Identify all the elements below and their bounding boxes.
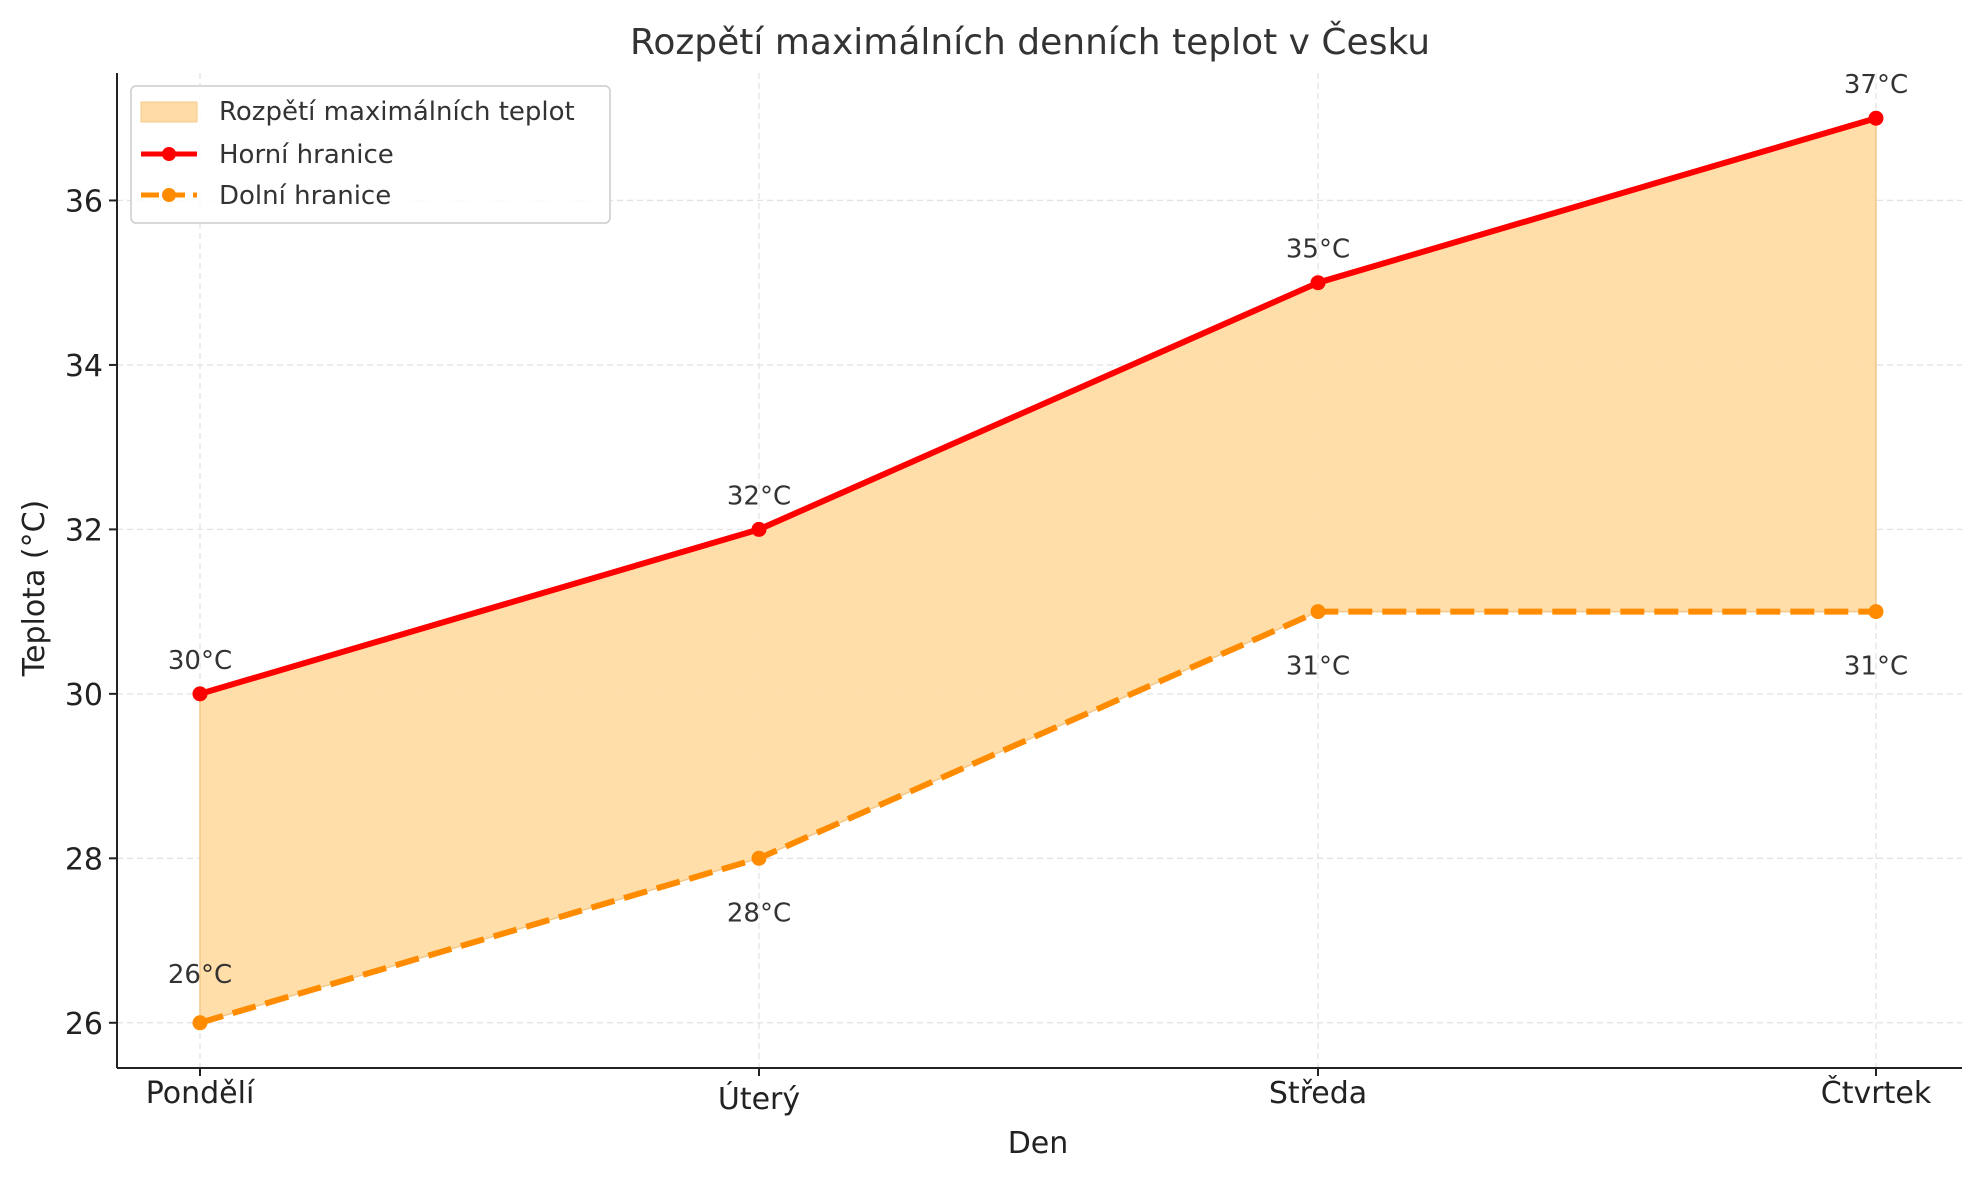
y-tick-label: 28 <box>65 842 103 877</box>
legend-marker-upper <box>162 147 176 161</box>
data-label-lower: 26°C <box>168 960 232 990</box>
x-tick-label: Úterý <box>718 1080 800 1117</box>
legend-swatch-range <box>140 101 198 123</box>
legend-label-upper: Horní hranice <box>219 140 394 170</box>
legend-box <box>130 85 611 224</box>
series-line-upper <box>199 115 1877 697</box>
y-tick-label: 34 <box>65 349 103 384</box>
data-point-upper <box>1310 275 1326 291</box>
legend-marker-lower <box>162 188 176 202</box>
data-point-upper <box>751 521 767 537</box>
y-tick-label: 36 <box>65 184 103 219</box>
y-tick-label: 30 <box>65 678 103 713</box>
y-tick-label: 26 <box>65 1007 103 1042</box>
data-point-lower <box>1310 604 1326 620</box>
x-tick-label: Pondělí <box>146 1076 256 1111</box>
x-tick-label: Čtvrtek <box>1821 1074 1932 1111</box>
data-label-upper: 35°C <box>1286 235 1350 265</box>
legend-label-range: Rozpětí maximálních teplot <box>219 97 575 127</box>
legend: Rozpětí maximálních teplot Horní hranice… <box>130 85 611 224</box>
data-label-lower: 31°C <box>1286 652 1350 682</box>
series-line-lower <box>199 608 1876 1026</box>
y-axis-title: Teplota (°C) <box>17 500 52 677</box>
data-label-upper: 37°C <box>1844 70 1908 100</box>
data-label-lower: 31°C <box>1844 652 1908 682</box>
x-axis-title: Den <box>1008 1126 1069 1161</box>
data-point-lower <box>192 1015 208 1031</box>
data-point-upper <box>1868 110 1884 126</box>
y-tick-label: 32 <box>65 513 103 548</box>
data-label-upper: 30°C <box>168 646 232 676</box>
legend-label-lower: Dolní hranice <box>219 181 391 211</box>
data-point-upper <box>192 686 208 702</box>
data-point-lower <box>751 850 767 866</box>
chart-title: Rozpětí maximálních denních teplot v Čes… <box>630 21 1430 63</box>
data-point-lower <box>1868 604 1884 620</box>
data-labels-layer: 30°C 32°C 35°C 37°C 26°C 28°C 31°C 31°C <box>168 70 1908 990</box>
axes-layer: 26 28 30 32 34 36 Pondělí Úterý Středa Čtvrtek <box>65 73 1962 1117</box>
series-layer <box>192 110 1884 1031</box>
data-label-lower: 28°C <box>727 898 791 928</box>
data-label-upper: 32°C <box>727 481 791 511</box>
x-tick-label: Středa <box>1269 1076 1367 1111</box>
